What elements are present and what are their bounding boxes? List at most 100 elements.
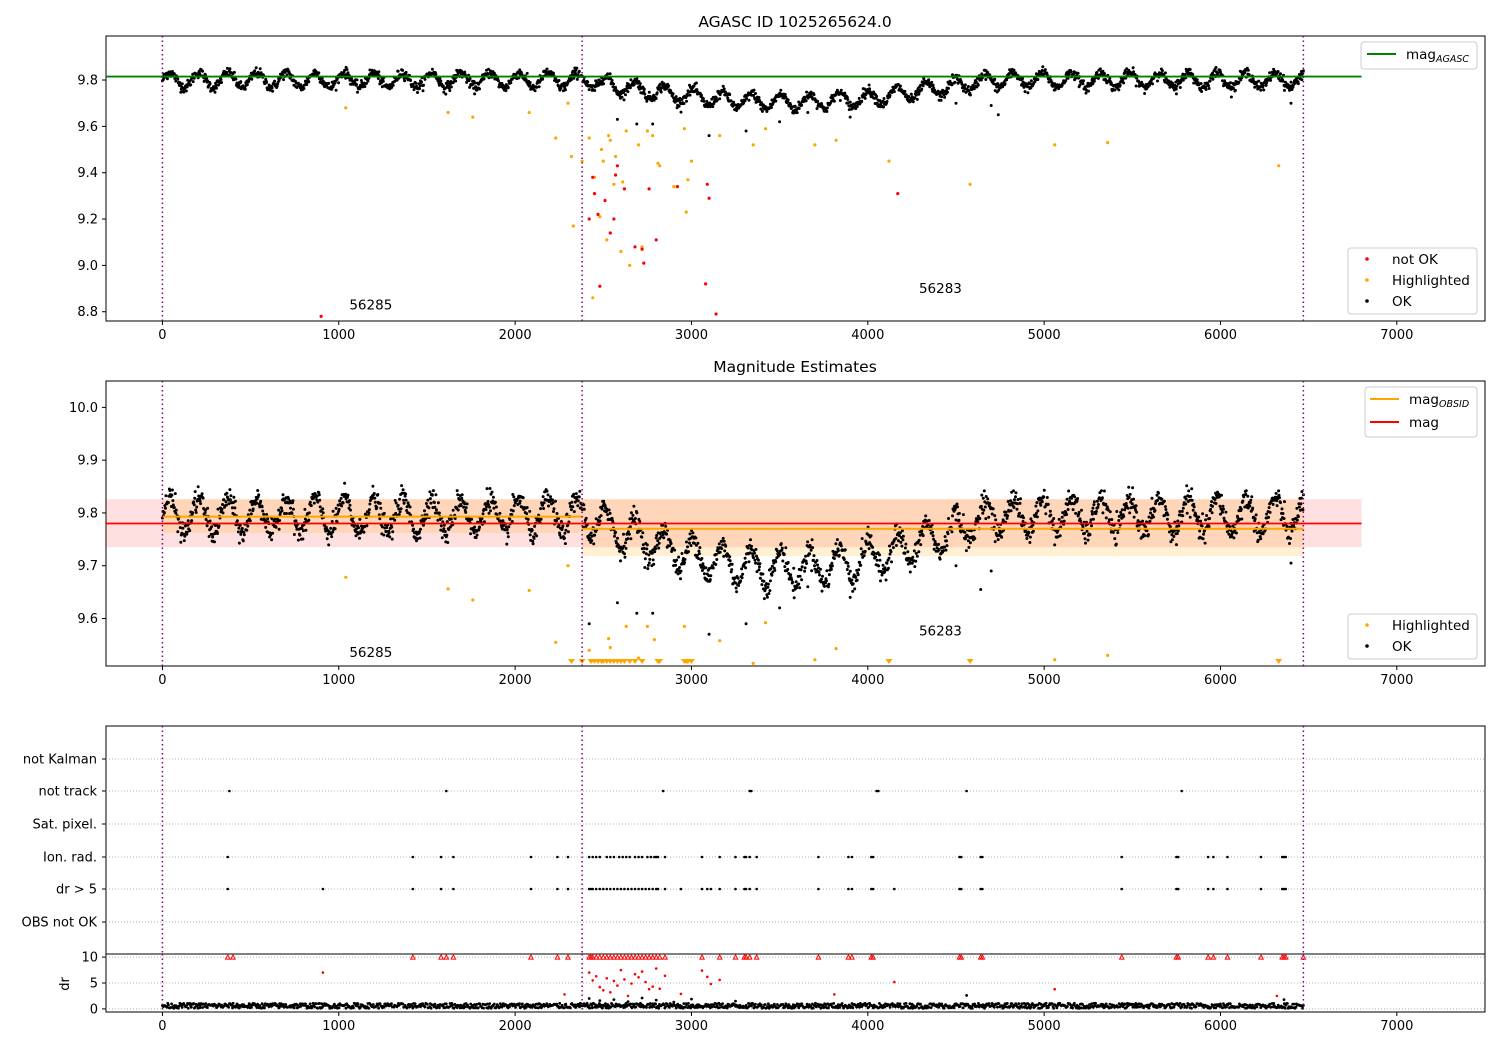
ok-point [795, 111, 799, 115]
ok-point [1095, 499, 1099, 503]
ok-point [555, 512, 559, 515]
ok-point [225, 491, 229, 495]
ok-point [648, 95, 652, 98]
ok-point [282, 78, 285, 82]
ok-point [192, 76, 196, 80]
ok-point [1023, 90, 1027, 94]
ok-point [1006, 514, 1010, 518]
ok-point [613, 534, 616, 538]
ok-point [909, 92, 913, 96]
ok-point [296, 538, 300, 542]
ok-point [1083, 531, 1086, 535]
ok-point [669, 89, 673, 93]
ok-point [1125, 504, 1129, 508]
ok-point [854, 575, 858, 579]
ok-point [760, 583, 764, 587]
ok-point [859, 547, 863, 551]
ok-point [331, 509, 335, 513]
ok-point [728, 559, 732, 563]
ok-point [655, 91, 659, 95]
ok-point [474, 85, 478, 89]
ok-point [228, 67, 232, 71]
ok-point [487, 503, 490, 507]
ok-point [584, 516, 588, 520]
ok-point [661, 523, 665, 527]
ok-point [887, 566, 890, 570]
ok-point [820, 577, 823, 581]
ok-point [722, 87, 726, 91]
ok-point [1251, 77, 1255, 81]
ok-point [768, 579, 772, 583]
legend-label-mag: mag [1409, 415, 1439, 431]
ok-point [721, 543, 725, 547]
ok-point [976, 83, 980, 87]
ok-point [280, 509, 284, 513]
ok-point [1281, 79, 1285, 83]
ok-point [989, 569, 993, 573]
ok-point [1018, 511, 1021, 515]
ok-point [577, 69, 581, 73]
ok-point [1200, 90, 1204, 93]
ok-point [506, 86, 510, 90]
ok-point [1119, 510, 1123, 514]
ok-point [1104, 516, 1108, 520]
ok-point [981, 496, 985, 500]
ok-point [287, 497, 290, 501]
ok-point [205, 76, 209, 80]
flag-category-label: Sat. pixel. [33, 818, 97, 833]
ok-point [1145, 529, 1149, 533]
not-ok-point [598, 284, 602, 288]
ok-point [1143, 534, 1147, 538]
ok-point [539, 507, 543, 511]
ok-point [1170, 538, 1174, 542]
ok-point [1131, 486, 1135, 490]
ok-point [678, 566, 681, 569]
ok-point [827, 573, 831, 577]
ok-point [401, 488, 405, 492]
ok-point [827, 582, 831, 586]
ok-point [729, 99, 733, 103]
ok-point [744, 129, 748, 133]
highlighted-point [554, 136, 558, 140]
ok-point [911, 100, 915, 104]
highlighted-point [619, 249, 623, 254]
ok-point [1200, 524, 1204, 528]
ok-point [1244, 489, 1248, 493]
flag-point [1226, 855, 1229, 859]
ok-point [1301, 69, 1305, 73]
ok-point [1280, 507, 1284, 511]
ok-point [1156, 79, 1159, 83]
ok-point [686, 545, 689, 549]
ok-point [1176, 519, 1180, 523]
ok-point [805, 562, 809, 565]
not-ok-point [615, 164, 620, 168]
ok-point [518, 499, 522, 503]
flag-point [1120, 887, 1123, 891]
highlighted-point [763, 127, 768, 131]
ok-point [321, 511, 325, 515]
ok-point [1262, 88, 1266, 92]
ok-point [460, 496, 464, 500]
ok-point [1229, 529, 1233, 533]
ok-point [381, 79, 385, 83]
ok-point [193, 496, 197, 500]
highlighted-offscale-marker [568, 659, 576, 664]
ok-point [546, 493, 550, 497]
ok-point [1259, 88, 1263, 92]
ok-point [1279, 72, 1282, 76]
ok-point [292, 533, 296, 536]
ok-point [563, 531, 567, 535]
ok-point [440, 536, 444, 540]
ok-point [1283, 500, 1286, 504]
ok-point [174, 511, 178, 515]
annotation-56283: 56283 [919, 281, 962, 297]
ok-point [1007, 72, 1011, 76]
ok-point [804, 559, 808, 563]
ok-point [1228, 81, 1232, 85]
highlighted-point [605, 238, 609, 242]
ok-point [1185, 511, 1189, 515]
highlighted-point [471, 598, 475, 602]
highlighted-point [813, 143, 817, 147]
ok-point [176, 530, 180, 534]
ok-point [318, 498, 322, 502]
